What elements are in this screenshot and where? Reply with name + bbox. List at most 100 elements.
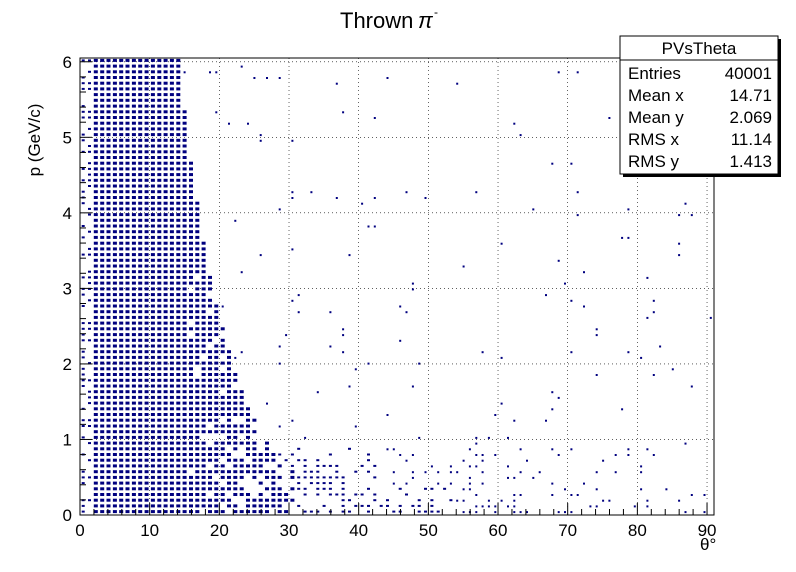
data-point bbox=[233, 493, 238, 496]
data-point bbox=[247, 122, 249, 125]
data-point bbox=[88, 270, 91, 273]
data-point bbox=[93, 121, 98, 125]
data-point bbox=[182, 213, 187, 217]
data-point bbox=[252, 458, 257, 462]
data-point bbox=[138, 470, 143, 474]
data-point bbox=[214, 447, 219, 451]
data-point bbox=[456, 82, 459, 85]
data-point bbox=[189, 418, 193, 422]
data-point bbox=[163, 173, 168, 177]
data-point bbox=[100, 275, 105, 279]
data-point bbox=[100, 178, 105, 182]
data-point bbox=[131, 504, 136, 508]
data-point bbox=[100, 338, 105, 342]
data-point bbox=[252, 464, 257, 468]
data-point bbox=[125, 58, 130, 62]
data-point bbox=[373, 225, 376, 228]
data-point bbox=[112, 293, 117, 297]
data-point bbox=[278, 77, 281, 79]
data-point bbox=[93, 127, 98, 131]
data-point bbox=[88, 82, 91, 85]
data-point bbox=[227, 390, 231, 394]
data-point bbox=[169, 498, 174, 502]
data-point bbox=[507, 505, 509, 508]
data-point bbox=[81, 179, 85, 182]
data-point bbox=[176, 395, 181, 399]
data-point bbox=[367, 362, 370, 365]
data-point bbox=[182, 201, 187, 205]
data-point bbox=[138, 230, 143, 234]
data-point bbox=[88, 379, 91, 382]
data-point bbox=[169, 430, 174, 434]
data-point bbox=[449, 471, 452, 474]
data-point bbox=[214, 373, 219, 376]
data-point bbox=[131, 253, 136, 257]
data-point bbox=[157, 190, 162, 194]
data-point bbox=[112, 150, 117, 154]
data-point bbox=[112, 361, 117, 365]
data-point bbox=[138, 218, 143, 222]
data-point bbox=[354, 425, 357, 428]
data-point bbox=[125, 464, 130, 468]
data-point bbox=[201, 430, 206, 434]
data-point bbox=[297, 476, 301, 479]
data-point bbox=[100, 98, 105, 102]
data-point bbox=[189, 270, 193, 274]
data-point bbox=[144, 401, 149, 405]
data-point bbox=[144, 441, 149, 445]
data-point bbox=[379, 504, 383, 507]
data-point bbox=[583, 271, 585, 274]
data-point bbox=[119, 138, 124, 142]
data-point bbox=[182, 258, 187, 262]
data-point bbox=[182, 367, 187, 371]
data-point bbox=[182, 133, 187, 137]
data-point bbox=[189, 487, 193, 491]
data-point bbox=[125, 76, 130, 79]
data-point bbox=[176, 475, 181, 479]
data-point bbox=[176, 510, 181, 514]
data-point bbox=[195, 235, 200, 239]
data-point bbox=[163, 464, 168, 468]
data-point bbox=[163, 235, 168, 239]
data-point bbox=[513, 505, 516, 508]
data-point bbox=[144, 281, 149, 285]
data-point bbox=[131, 167, 136, 171]
data-point bbox=[233, 510, 238, 514]
data-point bbox=[100, 481, 105, 485]
data-point bbox=[144, 258, 149, 262]
data-point bbox=[81, 419, 85, 422]
data-point bbox=[125, 287, 130, 291]
data-point bbox=[131, 173, 136, 177]
data-point bbox=[93, 201, 98, 205]
data-point bbox=[125, 327, 130, 331]
data-point bbox=[703, 511, 706, 514]
data-point bbox=[227, 395, 231, 399]
data-point bbox=[182, 298, 187, 302]
data-point bbox=[93, 161, 98, 165]
data-point bbox=[93, 384, 98, 388]
data-point bbox=[106, 470, 111, 474]
data-point bbox=[163, 315, 168, 319]
data-point bbox=[398, 487, 402, 490]
data-point bbox=[100, 355, 105, 359]
data-point bbox=[138, 418, 143, 422]
data-point bbox=[583, 305, 585, 308]
data-point bbox=[163, 224, 168, 228]
data-point bbox=[119, 401, 124, 405]
data-point bbox=[138, 430, 143, 434]
data-point bbox=[195, 510, 200, 514]
data-point bbox=[144, 167, 149, 171]
data-point bbox=[176, 304, 181, 308]
data-point bbox=[106, 70, 111, 74]
data-point bbox=[163, 70, 168, 74]
data-point bbox=[564, 488, 566, 491]
data-point bbox=[189, 441, 193, 445]
data-point bbox=[277, 504, 282, 508]
data-point bbox=[169, 207, 174, 211]
data-point bbox=[125, 253, 130, 257]
data-point bbox=[233, 430, 238, 434]
data-point bbox=[208, 481, 212, 485]
data-point bbox=[93, 424, 98, 428]
data-point bbox=[106, 390, 111, 394]
data-point bbox=[138, 378, 143, 382]
